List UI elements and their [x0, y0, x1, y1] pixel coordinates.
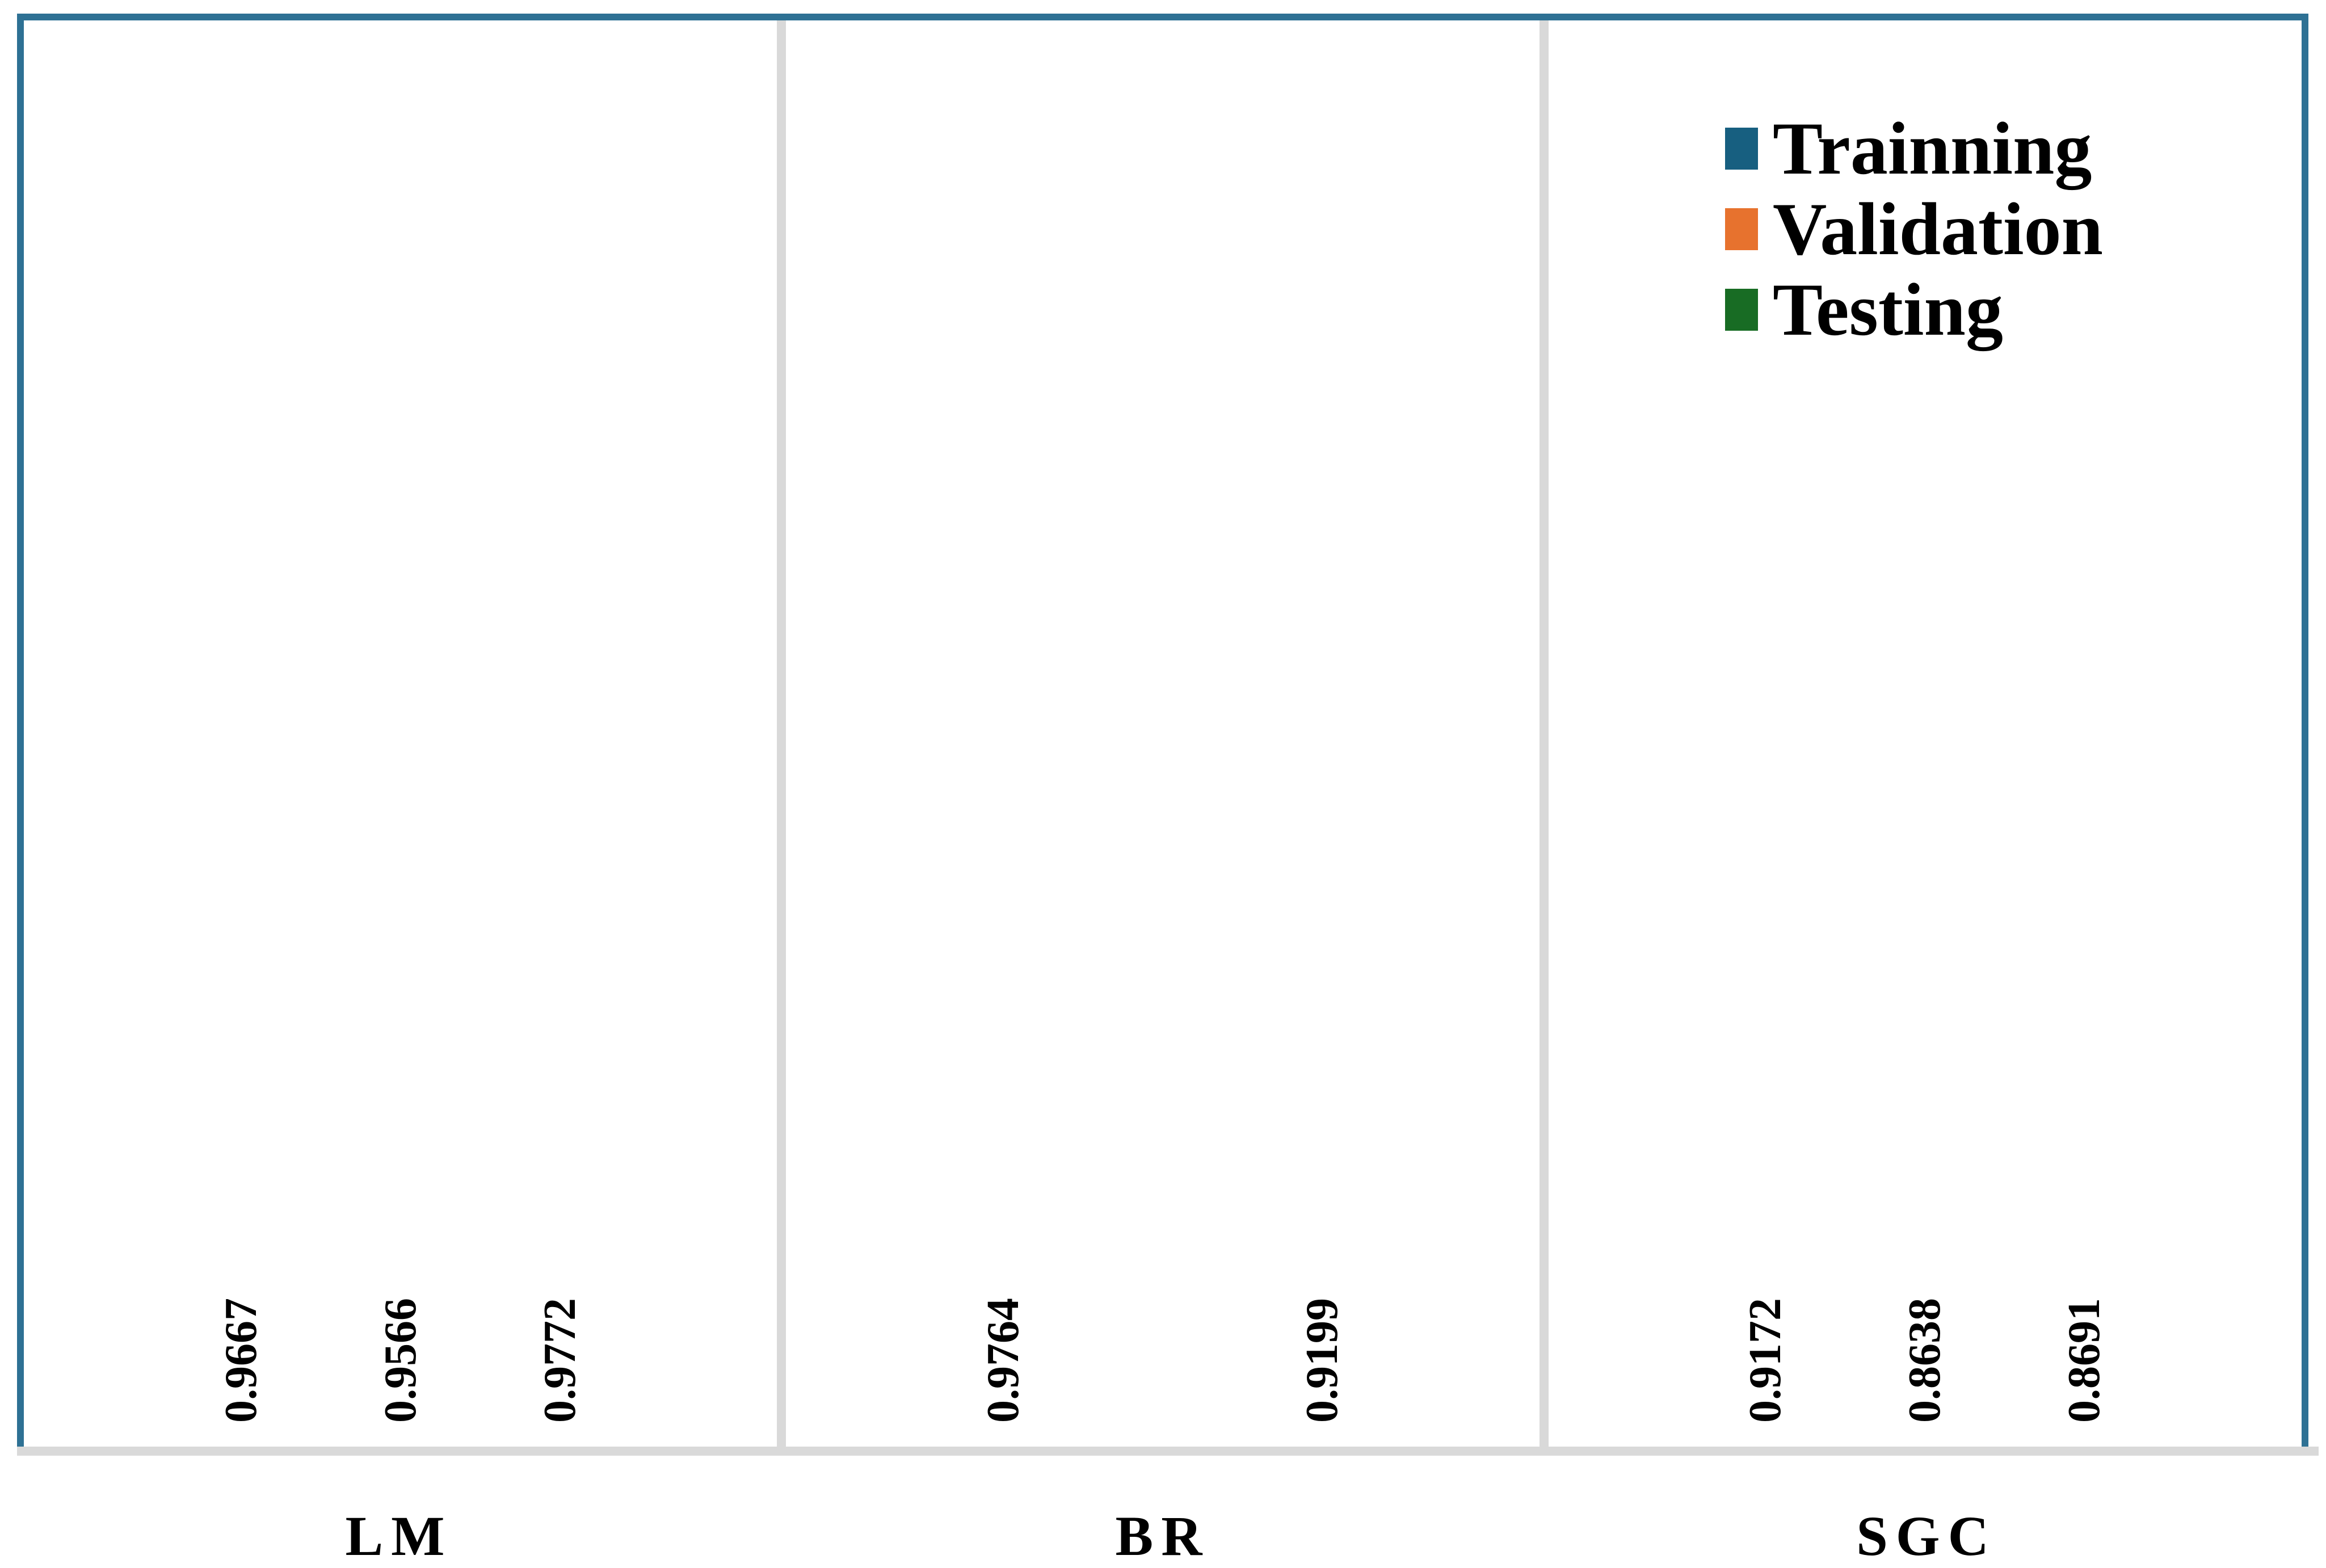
value-label-trainning-lm: 0.9667	[216, 1298, 266, 1423]
x-axis-label-lm: LM	[345, 1504, 453, 1567]
legend-item-trainning: Trainning	[1725, 111, 2103, 186]
legend-item-testing: Testing	[1725, 272, 2103, 347]
bar-slot-testing-sgc: 0.8691	[2042, 1298, 2127, 1447]
bar-slot-testing-br: 0.9199	[1280, 1298, 1365, 1447]
bar-slot-trainning-lm: 0.9667	[199, 1298, 284, 1447]
value-label-validation-sgc: 0.8638	[1900, 1298, 1950, 1423]
bar-slot-testing-lm: 0.9772	[518, 1298, 603, 1447]
bar-group-br: 0.9764 0.9199	[786, 20, 1539, 1447]
x-axis-label-sgc: SGC	[1856, 1504, 1997, 1567]
legend-label-trainning: Trainning	[1773, 107, 2092, 190]
bar-slot-trainning-sgc: 0.9172	[1723, 1298, 1808, 1447]
value-label-testing-sgc: 0.8691	[2059, 1298, 2110, 1423]
legend-label-testing: Testing	[1773, 268, 2003, 351]
legend-swatch-validation	[1725, 208, 1758, 250]
legend-item-validation: Validation	[1725, 192, 2103, 267]
panel-sgc: 0.9172 0.8638 0.8691	[1539, 20, 2302, 1447]
bar-slot-validation-lm: 0.9566	[358, 1298, 443, 1447]
value-label-trainning-br: 0.9764	[978, 1298, 1028, 1423]
panel-lm: 0.9667 0.9566 0.9772	[24, 20, 777, 1447]
value-label-testing-br: 0.9199	[1297, 1298, 1347, 1423]
value-label-testing-lm: 0.9772	[535, 1298, 585, 1423]
legend-label-validation: Validation	[1773, 187, 2104, 271]
bar-slot-validation-sgc: 0.8638	[1882, 1298, 1967, 1447]
x-axis-label-br: BR	[1115, 1504, 1210, 1567]
legend: Trainning Validation Testing	[1725, 111, 2103, 347]
panel-br: 0.9764 0.9199	[777, 20, 1539, 1447]
plot-area: 0.9667 0.9566 0.9772 0.9764 0.9199 0.9172 0.86…	[24, 20, 2302, 1447]
x-axis-labels: LM BR SGC	[17, 1503, 2308, 1568]
bar-slot-trainning-br: 0.9764	[961, 1298, 1046, 1447]
value-label-trainning-sgc: 0.9172	[1740, 1298, 1791, 1423]
legend-swatch-trainning	[1725, 128, 1758, 170]
chart-frame: 0.9667 0.9566 0.9772 0.9764 0.9199 0.9172 0.86…	[17, 14, 2308, 1447]
bar-group-lm: 0.9667 0.9566 0.9772	[24, 20, 777, 1447]
legend-swatch-testing	[1725, 289, 1758, 331]
x-axis-line	[17, 1447, 2319, 1456]
value-label-validation-lm: 0.9566	[375, 1298, 426, 1423]
